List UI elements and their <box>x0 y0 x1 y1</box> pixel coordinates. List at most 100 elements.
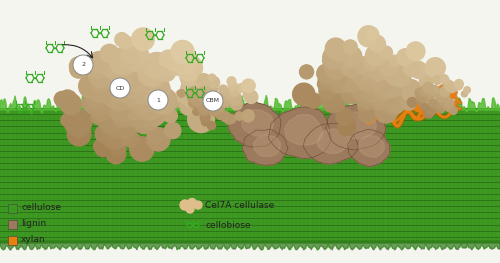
Polygon shape <box>304 123 358 164</box>
Polygon shape <box>340 112 376 139</box>
Circle shape <box>370 89 386 105</box>
Circle shape <box>108 68 125 84</box>
Circle shape <box>188 87 199 98</box>
Circle shape <box>170 100 175 106</box>
Circle shape <box>142 75 170 102</box>
Circle shape <box>419 84 434 99</box>
Polygon shape <box>348 129 390 167</box>
Circle shape <box>370 62 386 78</box>
Circle shape <box>67 122 91 146</box>
Circle shape <box>446 82 457 93</box>
Circle shape <box>386 92 407 113</box>
Circle shape <box>324 56 347 79</box>
Circle shape <box>373 79 394 101</box>
Circle shape <box>372 77 390 94</box>
Circle shape <box>61 113 74 127</box>
Circle shape <box>318 77 331 91</box>
Circle shape <box>404 87 408 92</box>
Circle shape <box>127 78 152 103</box>
Circle shape <box>408 98 417 107</box>
Circle shape <box>363 53 380 69</box>
Circle shape <box>436 104 445 113</box>
Circle shape <box>167 62 180 76</box>
Circle shape <box>420 89 423 93</box>
Circle shape <box>336 108 353 126</box>
Circle shape <box>112 100 138 127</box>
Circle shape <box>338 118 355 136</box>
Circle shape <box>235 112 244 120</box>
Circle shape <box>414 88 418 92</box>
Circle shape <box>237 84 246 92</box>
Circle shape <box>208 74 216 81</box>
Circle shape <box>110 62 134 87</box>
Circle shape <box>91 73 110 92</box>
Circle shape <box>356 80 373 98</box>
Circle shape <box>406 42 425 61</box>
Circle shape <box>122 86 144 108</box>
Text: cellulose: cellulose <box>21 204 61 213</box>
Circle shape <box>219 85 228 94</box>
Circle shape <box>385 99 397 112</box>
Circle shape <box>171 48 198 74</box>
Text: Cel7A cellulase: Cel7A cellulase <box>205 201 274 210</box>
Circle shape <box>216 111 224 119</box>
Circle shape <box>160 50 176 68</box>
Circle shape <box>138 60 164 87</box>
Circle shape <box>432 104 437 110</box>
Circle shape <box>376 90 395 109</box>
Circle shape <box>147 127 164 144</box>
Circle shape <box>444 99 454 108</box>
Circle shape <box>130 85 145 100</box>
Circle shape <box>368 84 391 107</box>
Circle shape <box>187 91 198 102</box>
Circle shape <box>146 128 170 151</box>
Circle shape <box>210 108 219 116</box>
Circle shape <box>364 82 378 95</box>
Circle shape <box>323 46 345 69</box>
Circle shape <box>102 125 126 149</box>
Circle shape <box>107 96 132 120</box>
Text: xylan: xylan <box>21 235 46 245</box>
Circle shape <box>127 104 150 128</box>
Circle shape <box>390 66 411 87</box>
Circle shape <box>374 95 386 108</box>
Circle shape <box>419 87 424 91</box>
Circle shape <box>191 93 203 106</box>
Circle shape <box>116 124 136 145</box>
Circle shape <box>362 79 386 102</box>
Circle shape <box>166 110 170 114</box>
Circle shape <box>180 70 196 86</box>
Circle shape <box>444 78 450 84</box>
Circle shape <box>328 95 344 112</box>
Circle shape <box>220 98 228 106</box>
Circle shape <box>171 103 176 109</box>
Circle shape <box>114 116 136 139</box>
Circle shape <box>104 69 124 89</box>
Circle shape <box>88 63 113 87</box>
Circle shape <box>330 78 342 92</box>
Circle shape <box>90 97 114 121</box>
Circle shape <box>322 54 336 67</box>
Circle shape <box>188 199 196 208</box>
Circle shape <box>178 98 182 102</box>
Circle shape <box>394 94 400 100</box>
Circle shape <box>218 92 231 105</box>
Circle shape <box>176 91 182 97</box>
Circle shape <box>200 112 210 122</box>
Circle shape <box>226 115 235 124</box>
Circle shape <box>212 92 220 101</box>
Circle shape <box>242 79 255 93</box>
Circle shape <box>123 99 138 114</box>
Circle shape <box>124 132 140 148</box>
Circle shape <box>202 117 210 126</box>
Circle shape <box>364 55 380 72</box>
Circle shape <box>192 108 200 115</box>
Circle shape <box>210 105 220 116</box>
Circle shape <box>422 95 434 108</box>
Circle shape <box>136 90 158 113</box>
Bar <box>8 220 17 229</box>
Circle shape <box>164 49 186 71</box>
Circle shape <box>440 92 446 98</box>
Circle shape <box>444 103 452 111</box>
Circle shape <box>244 90 258 104</box>
